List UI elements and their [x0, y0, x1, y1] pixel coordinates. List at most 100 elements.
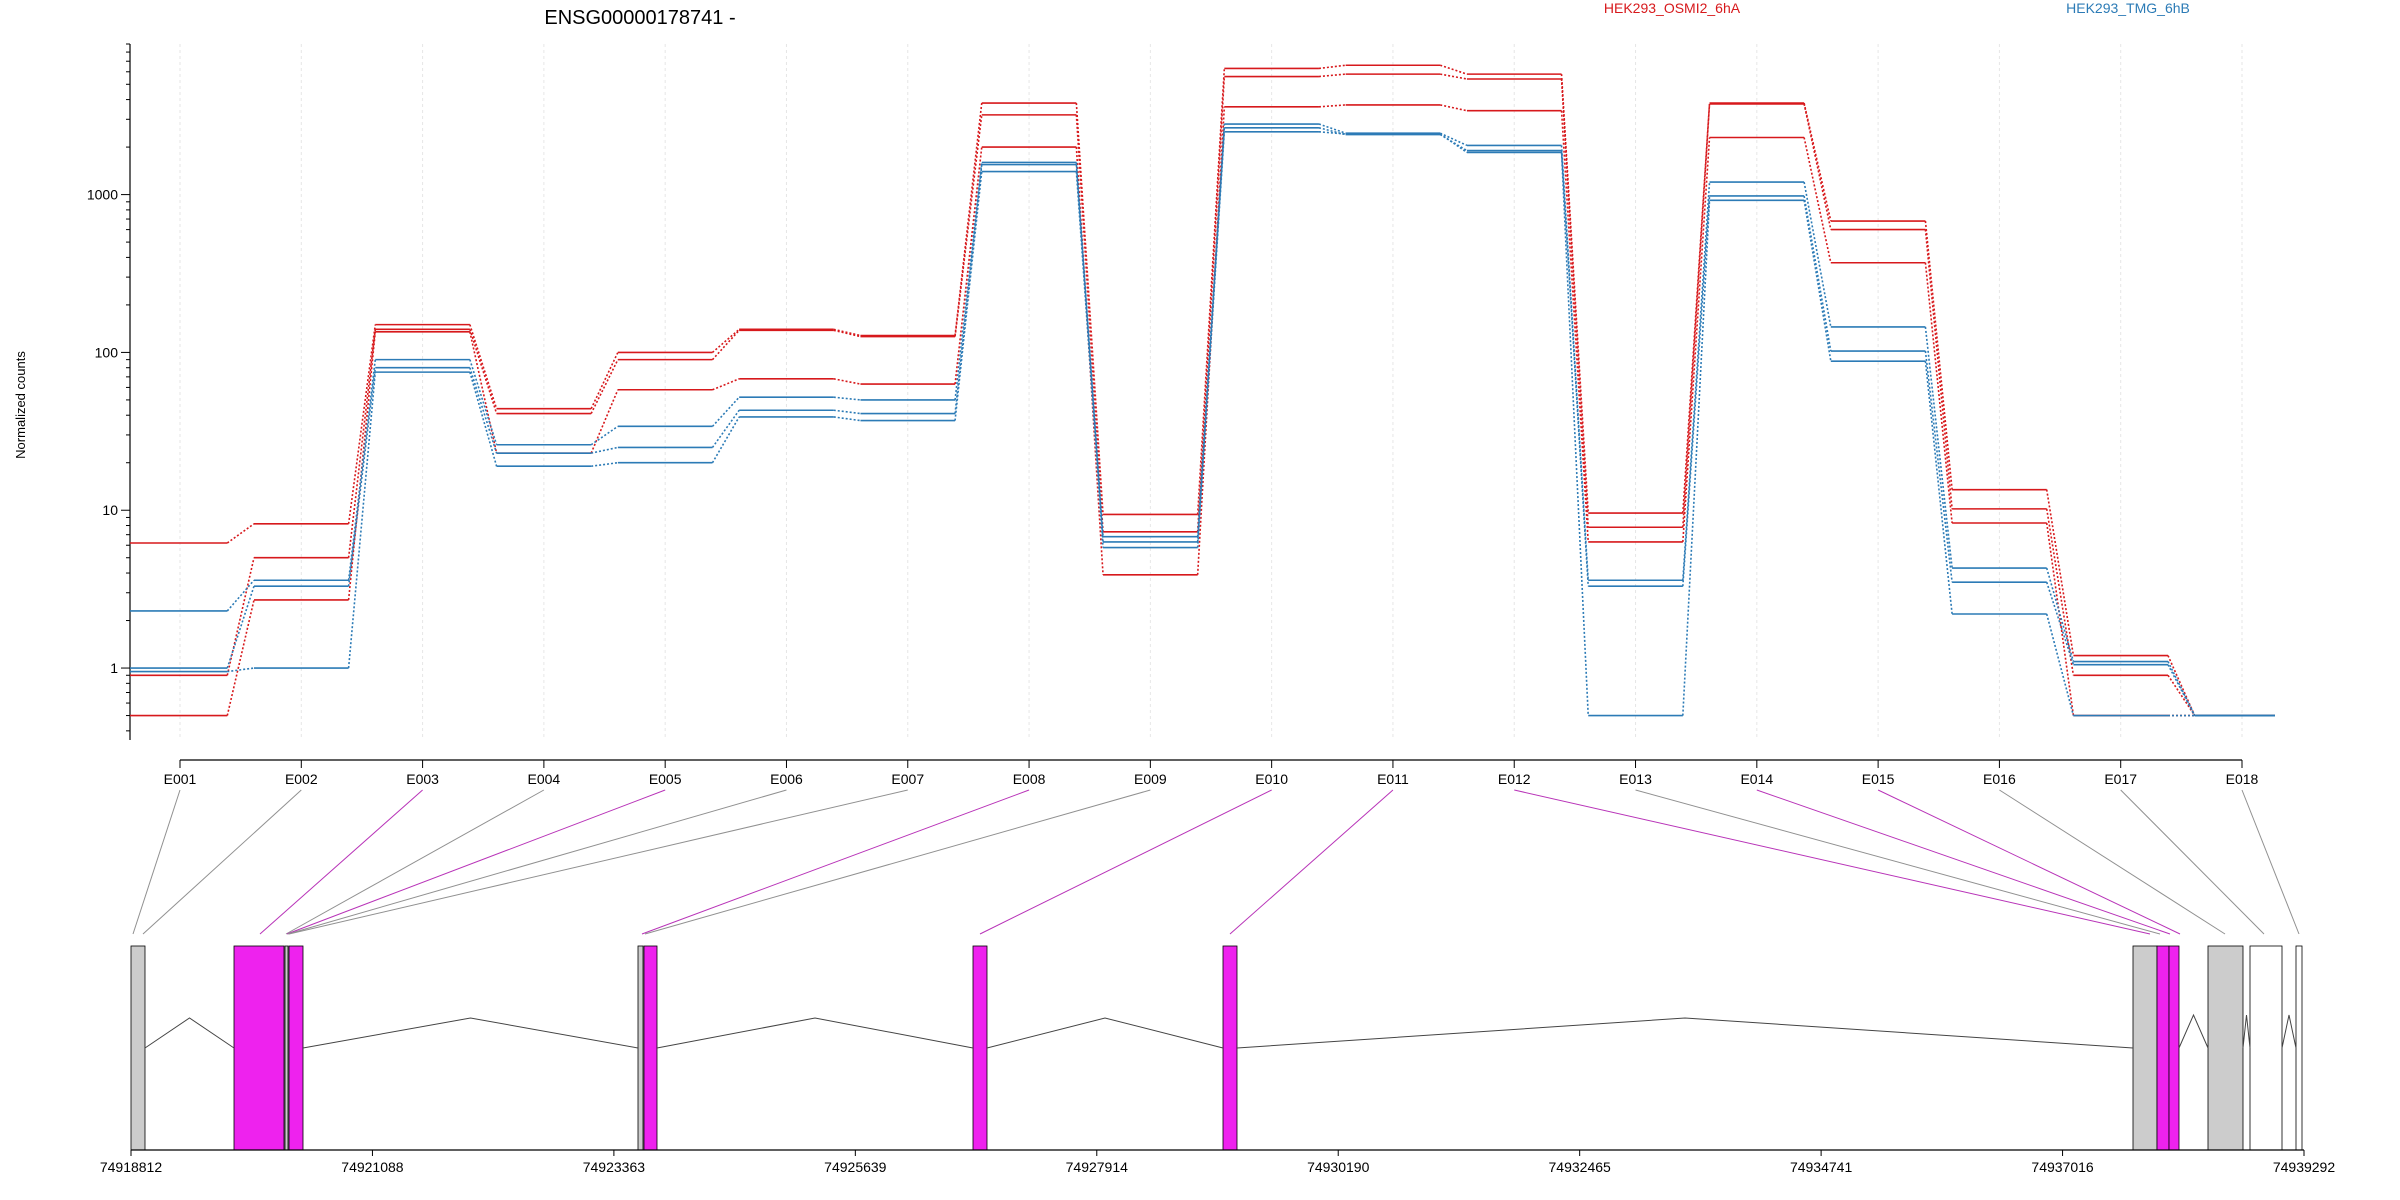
series-connector: [833, 416, 861, 422]
series-connector: [347, 324, 377, 524]
series-connector: [1924, 326, 1953, 569]
series-connector: [954, 114, 983, 337]
series-connector: [590, 389, 619, 454]
genome-tick-label: 74930190: [1307, 1159, 1370, 1175]
series-connector: [1439, 132, 1468, 147]
connector-E010: [979, 789, 1272, 935]
intron-line: [2242, 1014, 2251, 1049]
series-connector: [954, 171, 983, 421]
connector-E001: [132, 789, 181, 935]
series-connector: [1318, 64, 1346, 70]
series-connector: [712, 378, 740, 391]
series-connector: [1318, 104, 1346, 108]
series-connector: [1924, 220, 1953, 490]
y-tick-label: 1: [110, 660, 118, 676]
exon-block: [2132, 945, 2158, 1151]
series-connector: [1318, 130, 1346, 135]
intron-line: [1236, 1017, 2134, 1049]
exon-label-E001: E001: [164, 771, 197, 787]
intron-line: [2178, 1013, 2209, 1049]
gridlines: [179, 44, 2243, 740]
series-connector: [226, 523, 255, 544]
exon-label-E006: E006: [770, 771, 803, 787]
genome-tick-label: 74923363: [583, 1159, 646, 1175]
connector-E007: [288, 789, 908, 935]
series-connector: [1318, 73, 1346, 78]
series-connector: [1803, 195, 1832, 352]
series-connector: [227, 667, 255, 673]
exon-label-E015: E015: [1862, 771, 1895, 787]
series-connector: [469, 331, 498, 454]
series-connector: [1075, 103, 1104, 515]
exon-block: [643, 945, 658, 1151]
exon-block: [2249, 945, 2283, 1151]
exon-label-E016: E016: [1983, 771, 2016, 787]
genome-tick-label: 74921088: [341, 1159, 404, 1175]
series-connector: [711, 329, 740, 361]
intron-line: [144, 1017, 235, 1049]
series-connector: [347, 372, 377, 669]
genome-axis: 74918812 74921088 74923363 74925639 74927914…: [100, 1149, 2336, 1175]
series-connector: [1682, 103, 1711, 528]
connector-E006: [287, 789, 787, 935]
series-connector: [833, 378, 861, 385]
series-connector: [1803, 137, 1832, 263]
series-connector: [1196, 127, 1226, 542]
series-connector: [2045, 567, 2075, 662]
series-connector: [1318, 123, 1346, 134]
series-connector: [1560, 110, 1590, 542]
series-connector: [591, 446, 619, 454]
series-connector: [711, 396, 740, 427]
series-connector: [1924, 229, 1953, 509]
exon-label-E003: E003: [406, 771, 439, 787]
genome-tick-label: 74927914: [1066, 1159, 1129, 1175]
connector-E009: [644, 789, 1151, 935]
series-connector: [1803, 200, 1832, 362]
series-connector: [469, 329, 498, 414]
exon-label-E010: E010: [1255, 771, 1288, 787]
series-4: [130, 123, 2275, 717]
connector-E004: [285, 789, 545, 935]
series-connector: [469, 359, 498, 445]
series-connector: [954, 103, 983, 336]
y-axis-label: Normalized counts: [13, 351, 28, 459]
series-connector: [2167, 674, 2196, 716]
genome-tick-label: 74932465: [1549, 1159, 1612, 1175]
series-connector: [1318, 127, 1346, 136]
series-connector: [1560, 150, 1590, 587]
connector-E013: [1635, 789, 2161, 935]
exon-block: [233, 945, 285, 1151]
series-connector: [2045, 581, 2075, 665]
intron-line: [986, 1017, 1224, 1049]
series-connector: [1439, 64, 1468, 75]
series-connector: [591, 461, 618, 468]
series-connector: [2167, 655, 2196, 716]
connector-E005: [286, 789, 666, 935]
series-connector: [1924, 262, 1953, 524]
exon-block: [2295, 945, 2303, 1151]
series-connector: [1803, 102, 1832, 222]
series-connector: [347, 367, 377, 587]
series-connector: [590, 425, 619, 446]
exon-label-E011: E011: [1377, 771, 1409, 787]
connector-E016: [1999, 789, 2226, 935]
series-connector: [833, 396, 861, 401]
exon-label-E014: E014: [1740, 771, 1773, 787]
series-connector: [1439, 133, 1468, 154]
genome-tick-label: 74939292: [2273, 1159, 2336, 1175]
series-connector: [2045, 522, 2075, 716]
series-2: [130, 73, 2275, 717]
exon-label-E007: E007: [891, 771, 924, 787]
series-connector: [1075, 164, 1104, 542]
series-connector: [1682, 182, 1711, 581]
chart-title: ENSG00000178741 -: [544, 7, 735, 29]
series-connector: [1682, 195, 1711, 587]
exon-label-E008: E008: [1013, 771, 1046, 787]
exon-block: [2156, 945, 2170, 1151]
series-connector: [1196, 131, 1226, 548]
series-connector: [1075, 114, 1104, 532]
series-connector: [469, 371, 498, 467]
series-connector: [1075, 171, 1104, 548]
series-connector: [1924, 350, 1953, 583]
series-connector: [833, 329, 861, 338]
